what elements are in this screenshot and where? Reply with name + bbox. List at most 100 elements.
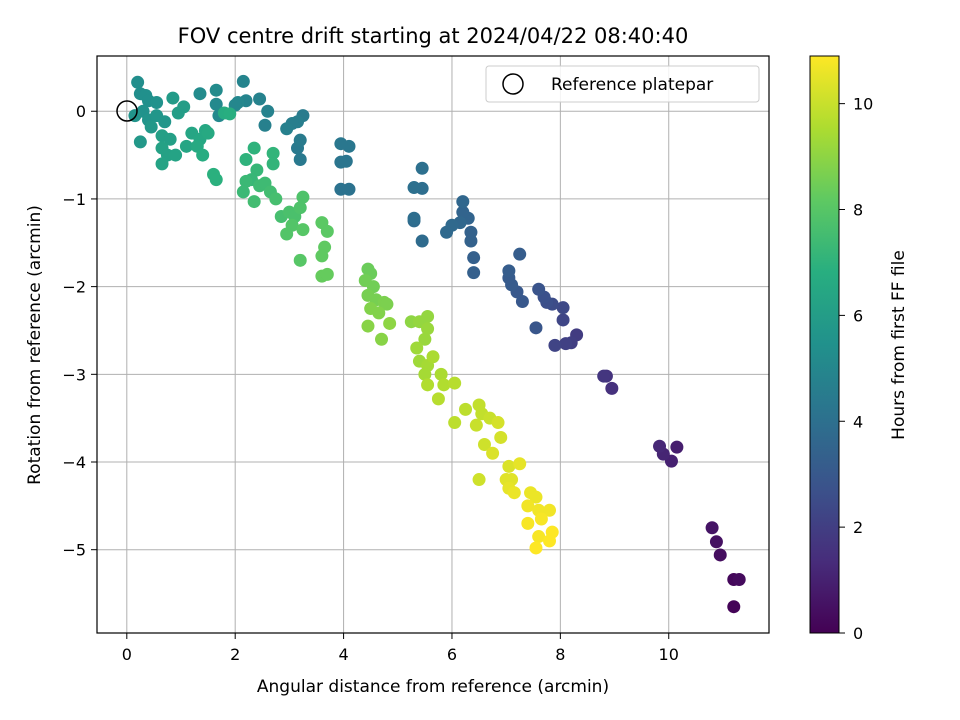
data-point xyxy=(209,97,223,111)
data-point xyxy=(556,313,570,327)
data-point xyxy=(532,530,546,544)
data-point xyxy=(705,521,719,535)
data-point xyxy=(128,109,142,123)
plot-frame xyxy=(96,55,770,634)
data-point xyxy=(529,541,543,555)
data-point xyxy=(380,297,394,311)
data-point xyxy=(280,122,294,136)
y-axis-label: Rotation from reference (arcmin) xyxy=(25,205,45,485)
data-point xyxy=(418,332,432,346)
data-point xyxy=(472,473,486,487)
data-point xyxy=(250,163,264,177)
data-point xyxy=(521,499,535,513)
data-point xyxy=(293,133,307,147)
data-point xyxy=(258,118,272,132)
data-point xyxy=(467,266,481,280)
data-point xyxy=(529,321,543,335)
data-point xyxy=(293,253,307,267)
data-point xyxy=(201,126,215,140)
data-point xyxy=(459,402,473,416)
data-point xyxy=(296,190,310,204)
x-axis-ticks: 0 2 4 6 8 10 xyxy=(122,633,679,664)
data-point xyxy=(334,155,348,169)
data-point xyxy=(158,115,172,129)
data-point xyxy=(491,416,505,430)
x-tick-label: 10 xyxy=(659,645,679,664)
data-point xyxy=(426,350,440,364)
x-tick-label: 8 xyxy=(555,645,565,664)
data-point xyxy=(448,416,462,430)
data-point xyxy=(556,301,570,315)
legend-box xyxy=(485,65,760,103)
data-point xyxy=(266,146,280,160)
data-point xyxy=(605,381,619,395)
data-point xyxy=(437,378,451,392)
data-point xyxy=(293,152,307,166)
colorbar-tick-label: 8 xyxy=(853,201,863,220)
data-point xyxy=(513,457,527,471)
data-point xyxy=(372,306,386,320)
data-point xyxy=(280,227,294,241)
data-point xyxy=(529,490,543,504)
x-tick-label: 0 xyxy=(122,645,132,664)
data-point xyxy=(334,137,348,151)
data-point xyxy=(477,437,491,451)
y-axis-ticks: 0 −1 −2 −3 −4 −5 xyxy=(62,102,97,560)
data-point xyxy=(269,192,283,206)
data-point xyxy=(407,181,421,195)
data-point xyxy=(434,367,448,381)
chart-title: FOV centre drift starting at 2024/04/22 … xyxy=(178,24,689,48)
reference-marker xyxy=(116,100,138,122)
data-point xyxy=(548,338,562,352)
data-point xyxy=(727,600,741,614)
colorbar-ticks: 0 2 4 6 8 10 xyxy=(839,95,873,643)
data-point xyxy=(361,319,375,333)
data-point xyxy=(713,548,727,562)
data-point xyxy=(507,486,521,500)
x-tick-label: 4 xyxy=(338,645,348,664)
data-point xyxy=(502,459,516,473)
data-point xyxy=(732,573,746,587)
data-point xyxy=(209,83,223,97)
data-point xyxy=(709,535,723,549)
data-point xyxy=(653,439,667,453)
data-point xyxy=(456,195,470,209)
data-point xyxy=(293,201,307,215)
y-tick-label: −3 xyxy=(62,365,86,384)
legend-marker xyxy=(502,73,524,95)
data-point xyxy=(464,225,478,239)
data-point xyxy=(418,367,432,381)
data-point xyxy=(407,211,421,225)
data-point xyxy=(163,132,177,146)
data-point xyxy=(131,75,145,89)
data-point xyxy=(543,503,557,517)
data-point xyxy=(415,161,429,175)
colorbar-tick-label: 6 xyxy=(853,306,863,325)
data-point xyxy=(236,185,250,199)
data-point xyxy=(486,446,500,460)
data-point xyxy=(315,249,329,263)
data-point xyxy=(320,267,334,281)
data-point xyxy=(431,392,445,406)
data-point xyxy=(440,225,454,239)
y-tick-label: −4 xyxy=(62,453,86,472)
data-point xyxy=(597,369,611,383)
data-point xyxy=(253,92,267,106)
y-tick-label: −2 xyxy=(62,278,86,297)
data-point xyxy=(155,157,169,171)
data-point xyxy=(448,376,462,390)
colorbar: 0 2 4 6 8 10 Hours from first FF file xyxy=(809,55,909,643)
x-axis-label: Angular distance from reference (arcmin) xyxy=(257,677,609,697)
data-points xyxy=(128,74,746,614)
data-point xyxy=(223,107,237,121)
data-point xyxy=(150,95,164,109)
data-point xyxy=(383,316,397,330)
data-point xyxy=(494,430,508,444)
data-point xyxy=(543,534,557,548)
y-tick-label: −5 xyxy=(62,541,86,560)
data-point xyxy=(266,157,280,171)
data-point xyxy=(421,322,435,336)
data-point xyxy=(247,195,261,209)
data-point xyxy=(469,418,483,432)
